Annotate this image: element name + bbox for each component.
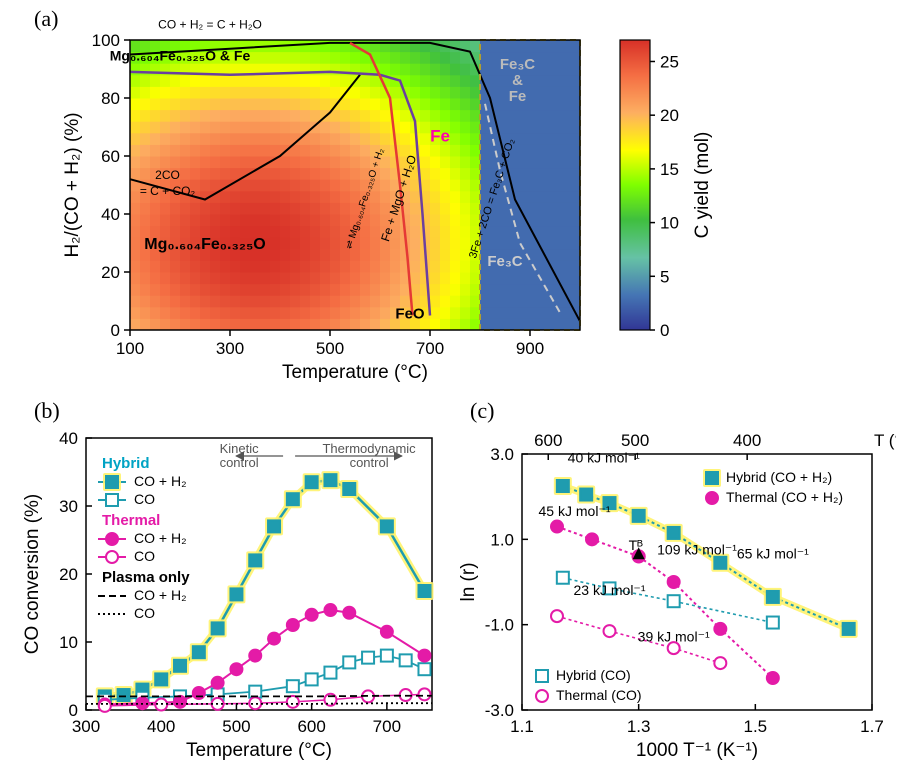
svg-text:500: 500	[222, 717, 250, 736]
region-label-0: Mg₀.₆₀₄Fe₀.₃₂₅O & Fe	[110, 47, 251, 63]
svg-text:15: 15	[660, 160, 679, 179]
svg-text:900: 900	[516, 339, 544, 358]
legend-title: Hybrid	[102, 455, 150, 472]
region-label-3: FeO	[395, 305, 425, 322]
legend-title: Plasma only	[102, 569, 190, 586]
xlabel-b: Temperature (°C)	[186, 740, 332, 761]
svg-text:25: 25	[660, 52, 679, 71]
svg-text:40: 40	[101, 205, 120, 224]
svg-text:500: 500	[316, 339, 344, 358]
svg-text:control: control	[350, 455, 389, 470]
svg-text:0: 0	[111, 321, 120, 340]
annotation-4: 65 kJ mol⁻¹	[737, 546, 809, 562]
svg-text:1.0: 1.0	[490, 530, 514, 549]
legend-entry: CO + H₂	[134, 530, 187, 546]
svg-text:400: 400	[147, 717, 175, 736]
svg-text:10: 10	[59, 633, 78, 652]
ylabel-c: ln (r)	[458, 562, 479, 601]
region-label-1: Mg₀.₆₀₄Fe₀.₃₂₅O	[144, 236, 265, 253]
svg-text:1.7: 1.7	[860, 717, 884, 736]
annotation-6: Tᴮ	[629, 537, 644, 553]
svg-text:Kinetic: Kinetic	[220, 441, 260, 456]
svg-text:700: 700	[416, 339, 444, 358]
legend-entry: CO	[134, 491, 155, 507]
svg-text:400: 400	[733, 431, 761, 450]
legend-title: Thermal	[102, 512, 160, 529]
legend-entry: CO + H₂	[134, 587, 187, 603]
svg-text:T (°C): T (°C)	[874, 431, 896, 450]
svg-text:5: 5	[660, 267, 669, 286]
svg-text:1.3: 1.3	[627, 717, 651, 736]
series-thermal-coh2	[639, 556, 773, 678]
svg-text:60: 60	[101, 147, 120, 166]
cbar-label: C yield (mol)	[692, 132, 713, 239]
ylabel-a: H₂/(CO + H₂) (%)	[62, 112, 83, 257]
annotation-3: 109 kJ mol⁻¹	[657, 541, 737, 557]
panel-a: 100300500700900020406080100Temperature (…	[60, 10, 800, 390]
svg-text:1.5: 1.5	[744, 717, 768, 736]
svg-text:3.0: 3.0	[490, 445, 514, 464]
svg-text:0: 0	[69, 701, 78, 720]
svg-text:100: 100	[116, 339, 144, 358]
legend-entry: CO	[134, 605, 155, 621]
annotation-5: 39 kJ mol⁻¹	[638, 629, 710, 645]
svg-text:10: 10	[660, 214, 679, 233]
xlabel-a: Temperature (°C)	[282, 362, 428, 383]
annotation-0: 40 kJ mol⁻¹	[568, 450, 640, 466]
svg-text:40: 40	[59, 429, 78, 448]
svg-text:-3.0: -3.0	[485, 701, 514, 720]
svg-text:500: 500	[621, 431, 649, 450]
svg-text:20: 20	[660, 106, 679, 125]
ylabel-b: CO conversion (%)	[22, 494, 43, 655]
region-label-4: Fe₃C	[487, 253, 522, 270]
panel-c: 1.11.31.51.7-3.0-1.01.03.0600500400T (°C…	[456, 420, 896, 763]
region-label-6: CO + H₂ = C + H₂O	[158, 17, 262, 31]
svg-text:30: 30	[59, 497, 78, 516]
svg-text:-1.0: -1.0	[485, 616, 514, 635]
region-label-5: Fe₃C	[500, 56, 535, 73]
legend-entry: Thermal (CO)	[556, 687, 642, 703]
svg-text:80: 80	[101, 89, 120, 108]
svg-text:600: 600	[297, 717, 325, 736]
svg-text:700: 700	[373, 717, 401, 736]
region-label-2: Fe	[430, 127, 450, 146]
svg-text:20: 20	[101, 263, 120, 282]
legend-entry: CO	[134, 548, 155, 564]
panel-b: 300400500600700010203040Temperature (°C)…	[20, 420, 450, 763]
figure: (a) (b) (c) 100300500700900020406080100T…	[0, 0, 908, 763]
svg-text:300: 300	[216, 339, 244, 358]
region-label-5: Fe	[509, 88, 527, 105]
region-label-7: = C + CO₂	[140, 184, 196, 198]
region-label-7: 2CO	[155, 168, 180, 182]
panel-label-a: (a)	[34, 6, 58, 32]
legend-entry: Hybrid (CO + H₂)	[726, 469, 832, 485]
legend-entry: Thermal (CO + H₂)	[726, 489, 843, 505]
svg-text:Thermodynamic: Thermodynamic	[322, 441, 416, 456]
annotation-1: 45 kJ mol⁻¹	[539, 503, 611, 519]
svg-text:0: 0	[660, 321, 669, 340]
legend-entry: CO + H₂	[134, 473, 187, 489]
legend-entry: Hybrid (CO)	[556, 667, 631, 683]
annotation-2: 23 kJ mol⁻¹	[574, 582, 646, 598]
svg-text:600: 600	[534, 431, 562, 450]
svg-text:20: 20	[59, 565, 78, 584]
region-label-5: &	[512, 72, 523, 89]
svg-text:control: control	[220, 455, 259, 470]
xlabel-c: 1000 T⁻¹ (K⁻¹)	[636, 740, 758, 761]
